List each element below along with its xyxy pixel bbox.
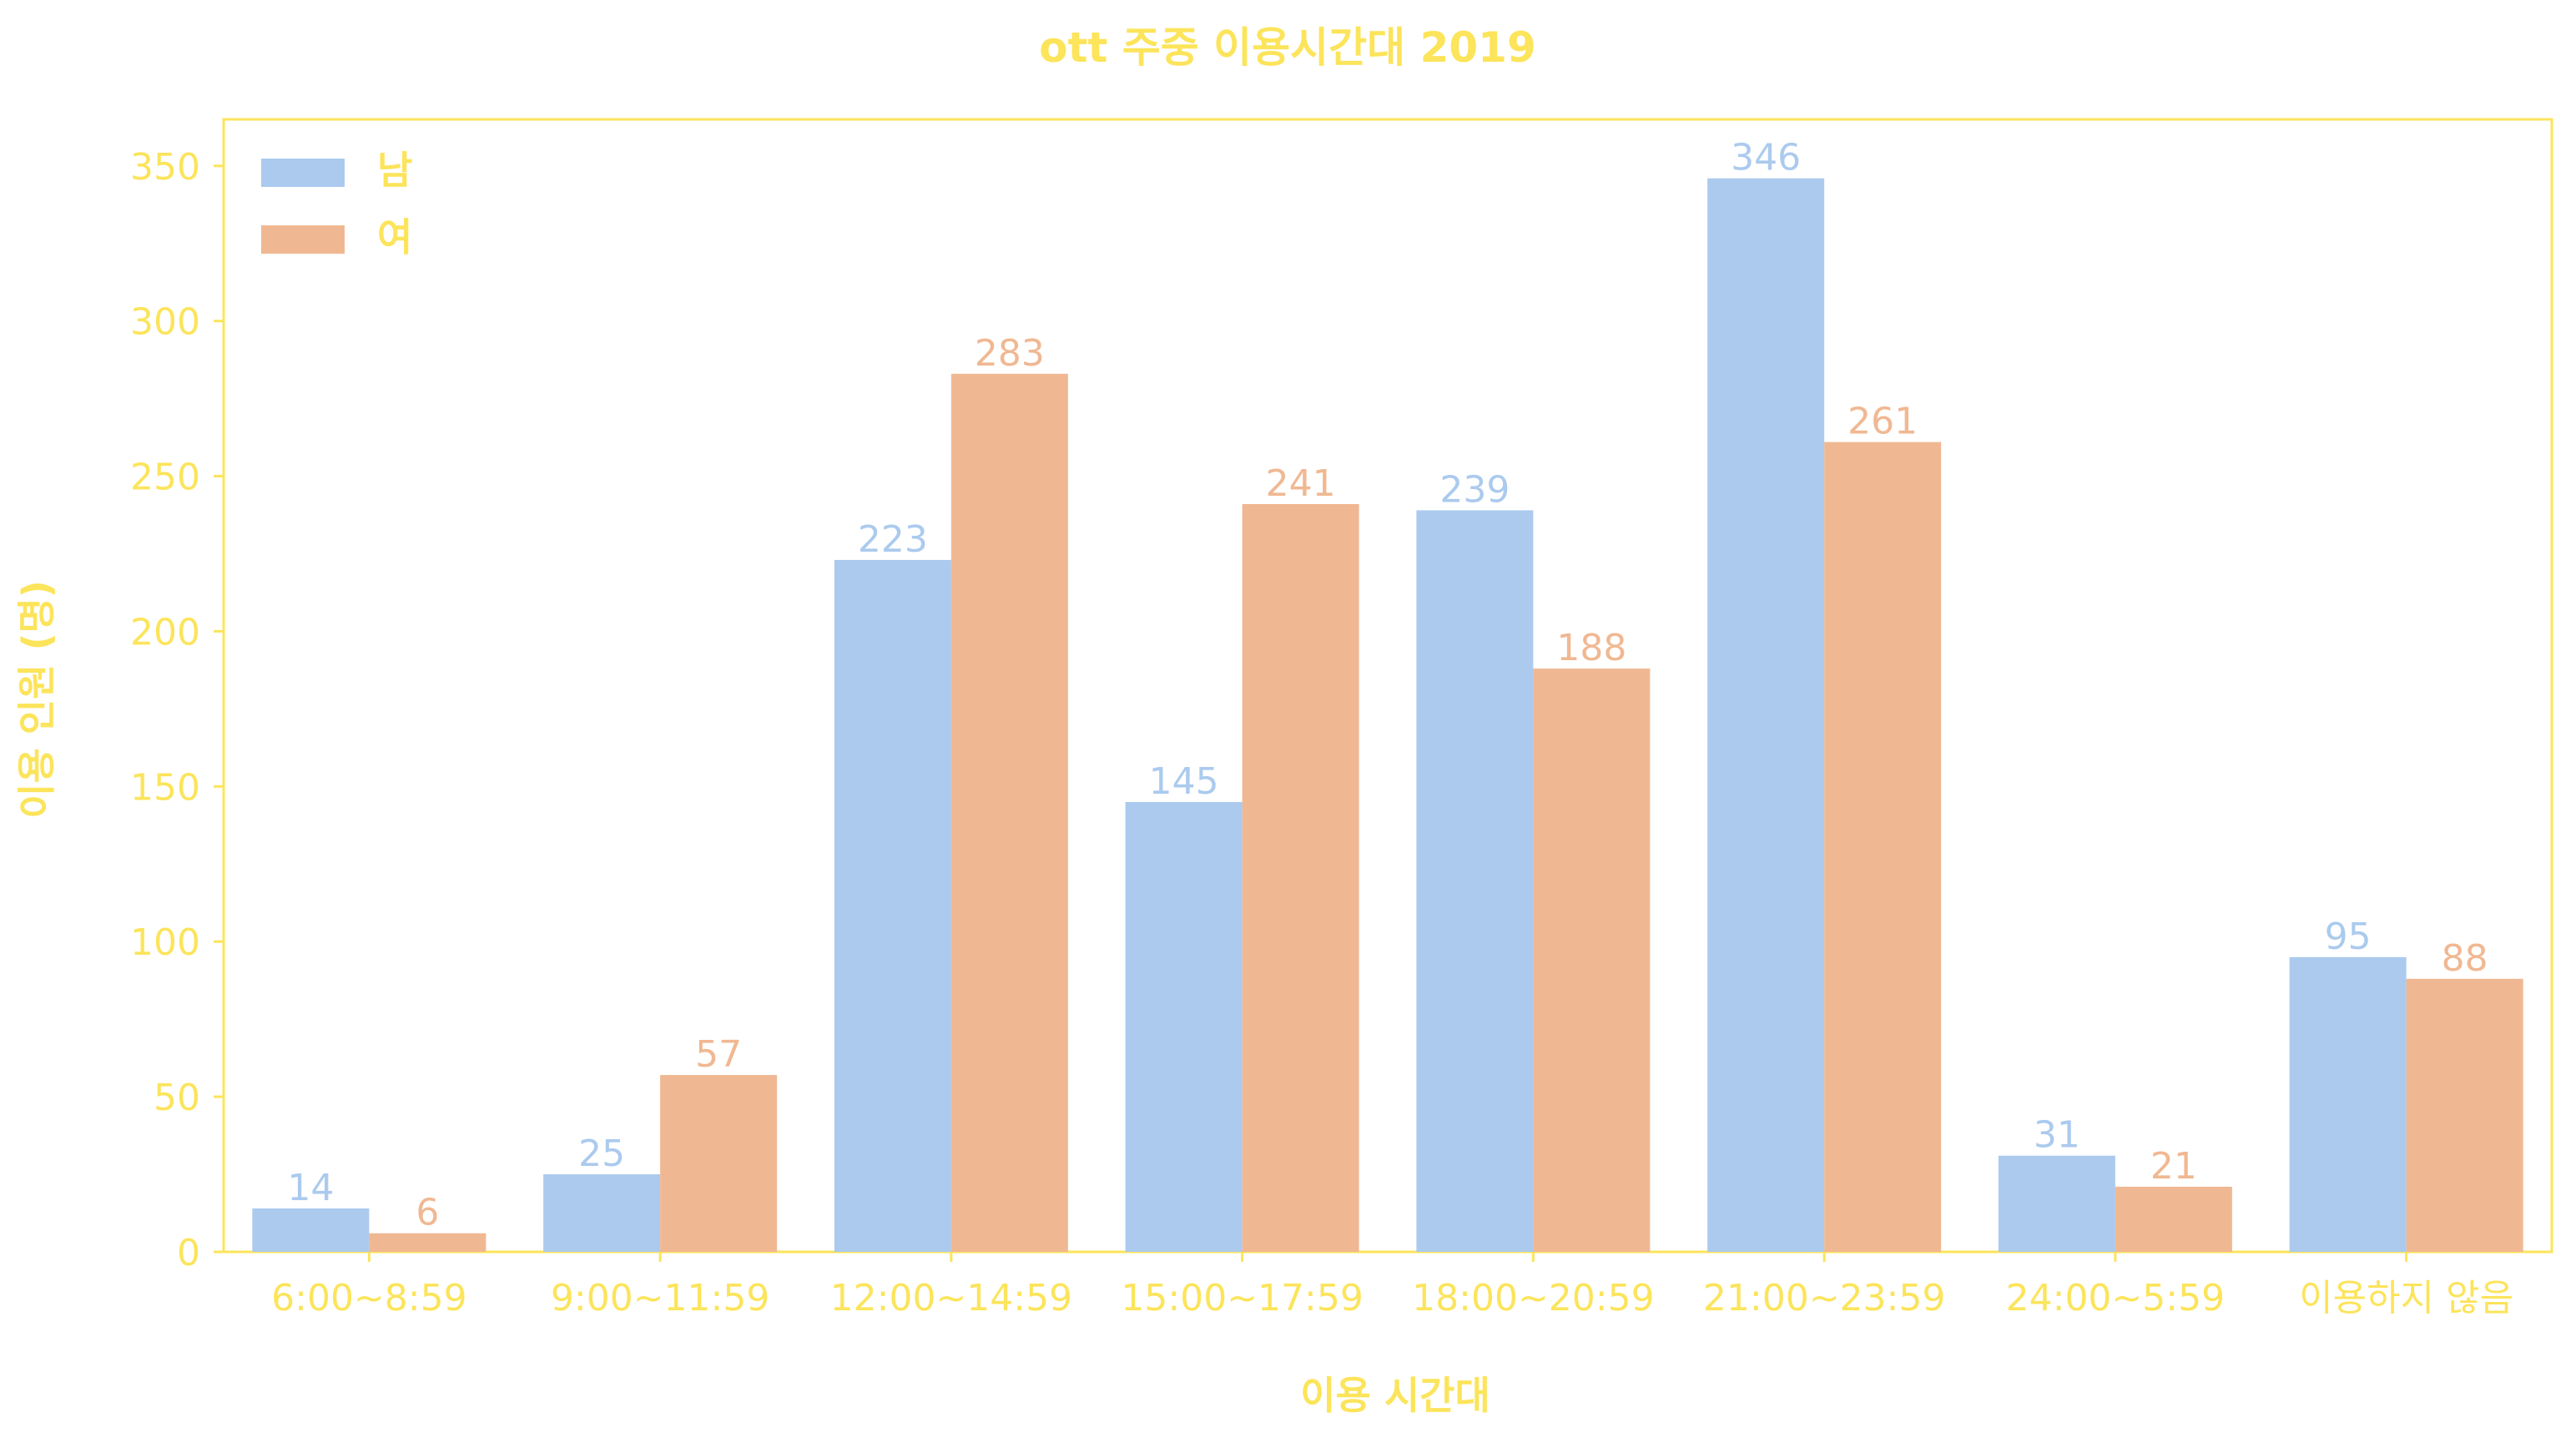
bar-label-male-4: 239 xyxy=(1439,468,1510,511)
y-tick-label-5: 250 xyxy=(130,457,200,499)
x-tick-label-4: 18:00~20:59 xyxy=(1412,1277,1654,1319)
bar-label-female-6: 21 xyxy=(2150,1145,2197,1188)
bar-female-0 xyxy=(369,1233,486,1252)
bar-label-male-0: 14 xyxy=(287,1167,334,1209)
y-tick-label-4: 200 xyxy=(130,611,200,653)
y-tick-label-0: 0 xyxy=(177,1232,200,1274)
bar-label-female-5: 261 xyxy=(1848,401,1918,443)
bar-label-female-0: 6 xyxy=(416,1192,439,1234)
x-axis-ticks: 6:00~8:59 9:00~11:59 12:00~14:59 15:00~17:5… xyxy=(271,1252,2513,1319)
y-tick-label-1: 50 xyxy=(154,1077,200,1119)
bar-label-male-5: 346 xyxy=(1731,137,1801,179)
legend: 남여 xyxy=(261,148,412,260)
y-tick-label-3: 150 xyxy=(130,766,200,809)
chart-title: ott 주중 이용시간대 2019 xyxy=(1039,23,1536,72)
y-tick-label-2: 100 xyxy=(130,921,200,964)
bar-male-3 xyxy=(1125,801,1243,1252)
bar-male-0 xyxy=(252,1208,370,1252)
y-tick-label-7: 350 xyxy=(130,146,200,189)
bar-female-6 xyxy=(2115,1186,2232,1252)
bar-male-2 xyxy=(834,559,951,1252)
plot-area: 0 50 100 150 200 250 300 350 6:00~8:59 9:00~11:5… xyxy=(130,118,2553,1319)
plot-frame xyxy=(222,118,2553,1254)
y-axis-label: 이용 인원 (명) xyxy=(14,580,59,819)
y-axis-ticks: 0 50 100 150 200 250 300 350 xyxy=(130,146,224,1274)
bar-label-female-4: 188 xyxy=(1556,627,1626,669)
bar-male-1 xyxy=(543,1174,661,1252)
bar-label-female-7: 88 xyxy=(2442,937,2488,980)
bar-male-7 xyxy=(2289,956,2407,1252)
legend-swatch-male xyxy=(261,159,345,187)
bar-label-male-1: 25 xyxy=(578,1133,625,1175)
x-tick-label-7: 이용하지 않음 xyxy=(2299,1277,2513,1319)
bar-male-5 xyxy=(1707,178,1825,1253)
bar-label-female-2: 283 xyxy=(975,332,1045,375)
bar-label-male-2: 223 xyxy=(858,518,928,561)
y-tick-label-6: 300 xyxy=(130,301,200,344)
bar-female-3 xyxy=(1242,504,1359,1252)
bars xyxy=(252,178,2523,1253)
x-tick-label-6: 24:00~5:59 xyxy=(2006,1277,2225,1319)
bar-label-female-1: 57 xyxy=(695,1033,742,1076)
bar-male-6 xyxy=(1998,1155,2115,1252)
bar-female-7 xyxy=(2406,978,2523,1252)
bar-female-1 xyxy=(660,1075,778,1252)
x-tick-label-5: 21:00~23:59 xyxy=(1703,1277,1945,1319)
legend-label-female: 여 xyxy=(377,214,412,260)
x-tick-label-0: 6:00~8:59 xyxy=(271,1277,466,1319)
x-tick-label-1: 9:00~11:59 xyxy=(551,1277,769,1319)
legend-label-male: 남 xyxy=(377,148,412,193)
bar-label-male-7: 95 xyxy=(2325,916,2372,958)
x-axis-label: 이용 시간대 xyxy=(1300,1373,1490,1418)
legend-swatch-female xyxy=(261,225,345,254)
bar-label-female-3: 241 xyxy=(1266,462,1336,505)
bar-label-male-3: 145 xyxy=(1149,760,1219,803)
bar-label-male-6: 31 xyxy=(2034,1114,2080,1157)
bar-female-5 xyxy=(1824,441,1942,1252)
x-tick-label-3: 15:00~17:59 xyxy=(1121,1277,1363,1319)
bar-female-2 xyxy=(950,373,1068,1253)
bar-male-4 xyxy=(1416,510,1534,1252)
x-tick-label-2: 12:00~14:59 xyxy=(830,1277,1072,1319)
bar-female-4 xyxy=(1533,669,1651,1252)
bar-value-labels: 14 6 25 57 223 283 145 241 239 188 346 261 31 21 95 88 xyxy=(287,137,2488,1234)
